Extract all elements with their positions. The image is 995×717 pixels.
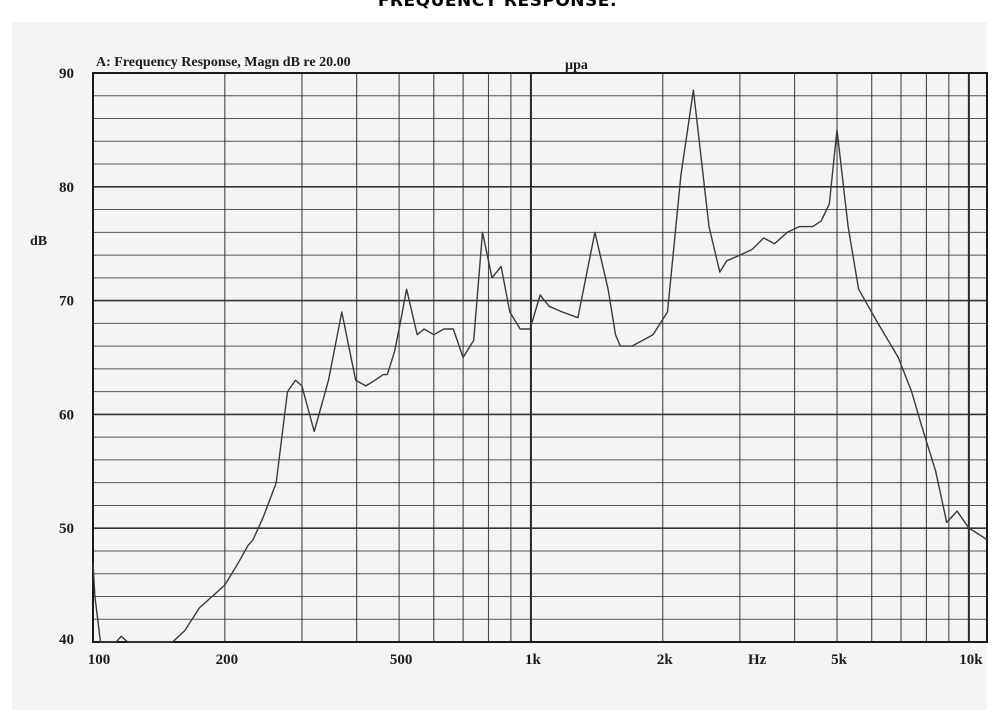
x-tick-label: 5k [831, 652, 848, 668]
x-tick-label: 10k [959, 652, 983, 668]
chart-title: A: Frequency Response, Magn dB re 20.00 [96, 55, 351, 70]
y-tick-labels: 40 50 60 70 80 90 [59, 66, 74, 648]
y-tick-label: 80 [59, 180, 74, 196]
grid-minor-lines [93, 73, 987, 642]
x-tick-labels: 100 200 500 1k 2k 5k 10k [88, 652, 983, 668]
chart-title-unit: µpa [565, 58, 588, 73]
y-tick-label: 40 [59, 632, 74, 648]
response-curve [92, 89, 988, 643]
x-tick-label: 500 [390, 652, 413, 668]
x-tick-label: 2k [657, 652, 674, 668]
y-axis-label: dB [30, 234, 47, 249]
x-tick-label: 1k [525, 652, 542, 668]
y-tick-label: 90 [59, 66, 74, 82]
x-tick-label: 200 [216, 652, 239, 668]
plot-frame [92, 72, 988, 643]
x-axis-label: Hz [748, 652, 767, 668]
y-tick-label: 50 [59, 521, 74, 537]
page-title: FREQUENCY RESPONSE: [377, 0, 618, 11]
y-tick-label: 70 [59, 294, 74, 310]
y-tick-label: 60 [59, 407, 74, 423]
chart-paper [12, 22, 987, 710]
x-tick-label: 100 [88, 652, 111, 668]
grid-major-lines [92, 72, 987, 643]
